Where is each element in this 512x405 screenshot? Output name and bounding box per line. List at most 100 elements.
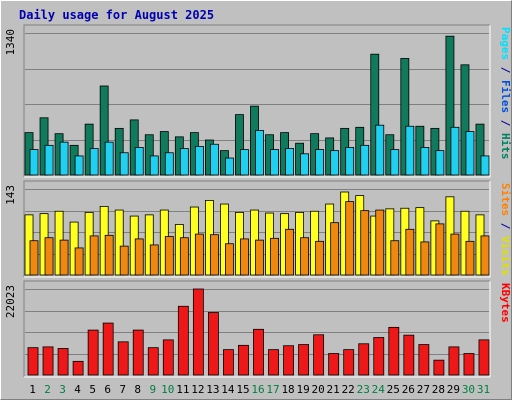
bar-pages-day-19	[300, 153, 310, 176]
legend: Pages / Files / Hits	[499, 27, 512, 160]
bar-sites-day-13	[209, 234, 219, 276]
bar-sites-day-30	[465, 240, 475, 276]
bar-kbytes-day-18	[283, 345, 294, 376]
x-tick-label: 3	[59, 383, 66, 396]
bar-hits-day-6	[99, 85, 109, 176]
bar-kbytes-day-23	[358, 343, 370, 376]
x-tick-label: 16	[251, 383, 264, 396]
bar-kbytes-day-7	[117, 341, 129, 376]
bar-sites-day-6	[104, 234, 114, 276]
legend-item: Hits	[499, 133, 512, 160]
x-tick-label: 11	[176, 383, 189, 396]
bar-sites-day-11	[179, 237, 189, 276]
bar-sites-day-14	[225, 243, 234, 276]
bar-hits-day-30	[460, 64, 470, 176]
bar-kbytes-day-9	[147, 347, 159, 376]
bar-sites-day-28	[435, 223, 445, 276]
bar-sites-day-1	[29, 240, 39, 276]
bar-sites-day-29	[450, 233, 460, 276]
bar-sites-day-23	[360, 210, 370, 276]
bar-kbytes-day-17	[268, 349, 279, 376]
bar-kbytes-day-29	[448, 346, 460, 376]
bar-pages-day-30	[465, 131, 475, 176]
bar-sites-day-10	[164, 236, 174, 276]
x-tick-label: 20	[312, 383, 325, 396]
bar-pages-day-15	[240, 149, 249, 176]
bar-kbytes-day-24	[373, 337, 385, 376]
x-tick-label: 14	[221, 383, 235, 396]
bar-pages-day-1	[29, 149, 39, 176]
legend-item: KBytes	[499, 283, 512, 323]
bar-kbytes-day-31	[478, 339, 490, 376]
legend-item: Visits	[499, 236, 512, 276]
bar-kbytes-day-30	[463, 353, 475, 376]
bar-kbytes-day-19	[298, 344, 310, 376]
chart-panel-2: 143 Sites / Visits	[4, 180, 512, 278]
bar-kbytes-day-13	[207, 312, 219, 376]
bar-kbytes-day-10	[162, 339, 174, 376]
legend-item: /	[499, 113, 512, 133]
legend: KBytes	[499, 283, 512, 323]
bar-kbytes-day-1	[27, 347, 39, 376]
bar-sites-day-4	[74, 247, 84, 276]
bar-sites-day-27	[420, 241, 430, 276]
bar-kbytes-day-6	[102, 322, 114, 376]
bar-sites-day-2	[44, 237, 54, 276]
bar-pages-day-14	[225, 157, 234, 176]
bar-hits-day-15	[235, 114, 244, 176]
plot-bevel-dark	[23, 24, 490, 177]
bar-sites-day-5	[89, 235, 99, 276]
y-max-label: 22023	[4, 285, 17, 318]
bar-sites-day-12	[194, 233, 204, 276]
bar-kbytes-day-3	[57, 348, 69, 376]
bar-visits-day-27	[415, 207, 425, 276]
plot-bevel-light	[24, 25, 491, 178]
legend-item: Files	[499, 80, 512, 113]
bar-sites-day-17	[270, 237, 279, 276]
bar-sites-day-7	[119, 245, 129, 276]
bar-kbytes-day-11	[177, 305, 189, 376]
x-tick-label: 25	[387, 383, 400, 396]
x-tick-label: 23	[357, 383, 370, 396]
bar-pages-day-20	[315, 149, 325, 176]
bar-kbytes-day-26	[403, 334, 415, 376]
bar-pages-day-16	[255, 130, 264, 176]
x-tick-label: 1	[29, 383, 36, 396]
bar-visits-day-7	[114, 209, 124, 276]
y-max-label: 143	[4, 185, 17, 205]
bar-kbytes-day-22	[343, 349, 355, 376]
bar-pages-day-24	[375, 124, 385, 176]
legend-item: /	[499, 60, 512, 80]
legend-item: Sites	[499, 183, 512, 216]
bar-pages-day-28	[435, 150, 445, 176]
y-max-label: 1340	[4, 29, 17, 56]
bar-pages-day-2	[44, 144, 54, 176]
x-tick-label: 10	[161, 383, 174, 396]
bar-kbytes-day-5	[87, 329, 99, 376]
bar-kbytes-day-14	[223, 349, 234, 376]
bar-hits-day-31	[475, 123, 485, 176]
bar-kbytes-day-20	[313, 334, 325, 376]
bar-visits-day-14	[220, 203, 229, 276]
bar-kbytes-day-21	[328, 353, 340, 376]
bar-sites-day-3	[59, 239, 69, 276]
bar-sites-day-24	[375, 209, 385, 276]
bar-hits-day-26	[400, 58, 410, 176]
x-tick-label: 27	[417, 383, 430, 396]
x-tick-label: 8	[134, 383, 141, 396]
bar-pages-day-4	[74, 155, 84, 176]
bar-pages-day-7	[119, 152, 129, 176]
bar-sites-day-26	[405, 228, 415, 276]
bar-pages-day-10	[164, 152, 174, 176]
bar-pages-day-25	[390, 149, 400, 176]
bar-kbytes-day-4	[72, 360, 84, 376]
bar-hits-day-9	[144, 134, 154, 176]
x-tick-label: 9	[149, 383, 156, 396]
plot-bevel-light	[24, 281, 491, 378]
chart-panel-1: 1340 Pages / Files / Hits	[4, 24, 512, 178]
bar-sites-day-9	[149, 244, 159, 276]
bar-pages-day-17	[270, 149, 279, 176]
bar-pages-day-31	[480, 155, 490, 176]
x-tick-label: 24	[372, 383, 386, 396]
